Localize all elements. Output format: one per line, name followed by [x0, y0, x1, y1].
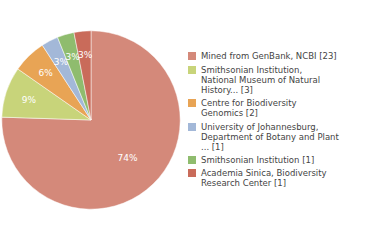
- svg-text:3%: 3%: [65, 52, 80, 63]
- html-text:Academia Sinica, Biodiversity: Academia Sinica, Biodiversity Research C…: [201, 168, 327, 189]
- html-text:University of Johannesburg, De: University of Johannesburg, Department o…: [201, 121, 339, 152]
- svg-text:6%: 6%: [38, 68, 53, 78]
- html-text:Mined from GenBank, NCBI [23]: Mined from GenBank, NCBI [23]: [201, 51, 337, 62]
- svg-text:74%: 74%: [117, 153, 137, 163]
- svg-text:3%: 3%: [53, 56, 69, 67]
- html-text:Centre for Biodiversity Genomi: Centre for Biodiversity Genomics [2]: [201, 98, 297, 119]
- html-text:Smithsonian Institution, Natio: Smithsonian Institution, National Museum…: [201, 64, 321, 95]
- html-text:Smithsonian Institution [1]: Smithsonian Institution [1]: [201, 155, 315, 166]
- svg-text:3%: 3%: [78, 50, 93, 60]
- svg-text:9%: 9%: [22, 95, 37, 105]
